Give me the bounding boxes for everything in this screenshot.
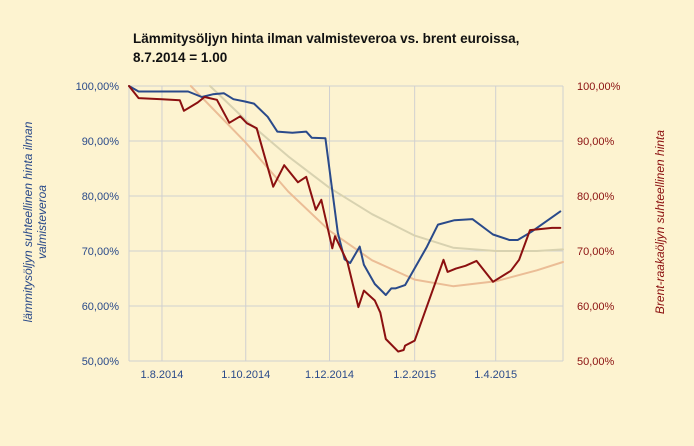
y-tick-label-right: 80,00% xyxy=(577,191,615,203)
y-tick-label-right: 90,00% xyxy=(577,136,615,148)
y-axis-left-title-line-1: lämmitysöljyn suhteellinen hinta ilman xyxy=(21,121,35,322)
x-tick-label: 1.4.2015 xyxy=(474,369,517,381)
y-tick-label-left: 80,00% xyxy=(82,191,120,203)
y-tick-label-right: 50,00% xyxy=(577,356,615,368)
series-line-brent xyxy=(128,85,562,353)
y-tick-label-right: 100,00% xyxy=(577,81,621,93)
y-axis-left-ticks: 100,00% 90,00% 80,00% 70,00% 60,00% 50,00% xyxy=(76,81,120,368)
y-tick-label-right: 70,00% xyxy=(577,246,615,258)
chart-subtitle: 8.7.2014 = 1.00 xyxy=(133,50,228,65)
y-tick-label-left: 60,00% xyxy=(82,301,120,313)
y-tick-label-left: 90,00% xyxy=(82,136,120,148)
y-tick-label-left: 50,00% xyxy=(82,356,120,368)
x-tick-label: 1.10.2014 xyxy=(221,369,270,381)
data-series xyxy=(128,85,562,353)
series-line-trend-brent xyxy=(189,85,564,288)
grid-lines xyxy=(128,85,564,362)
trend-lines xyxy=(189,85,564,288)
y-tick-label-right: 60,00% xyxy=(577,301,615,313)
x-axis-ticks: 1.8.2014 1.10.2014 1.12.2014 1.2.2015 1.4.20… xyxy=(141,369,518,381)
y-tick-label-left: 70,00% xyxy=(82,246,120,258)
y-tick-label-left: 100,00% xyxy=(76,81,120,93)
chart-title-line-1: Lämmitysöljyn hinta ilman valmisteveroa … xyxy=(133,31,520,46)
series-line-trend-heating-oil xyxy=(209,85,564,252)
y-axis-left-title-line-2: valmisteveroa xyxy=(35,185,49,259)
y-axis-right-title: Brent-raakaöljyn suhteellinen hinta xyxy=(653,130,667,314)
x-tick-label: 1.8.2014 xyxy=(141,369,184,381)
series-line-heating-oil xyxy=(128,85,562,296)
chart-title: Lämmitysöljyn hinta ilman valmisteveroa … xyxy=(133,29,613,67)
x-tick-label: 1.12.2014 xyxy=(305,369,354,381)
y-axis-right-ticks: 100,00% 90,00% 80,00% 70,00% 60,00% 50,00% xyxy=(577,81,621,368)
x-tick-label: 1.2.2015 xyxy=(393,369,436,381)
